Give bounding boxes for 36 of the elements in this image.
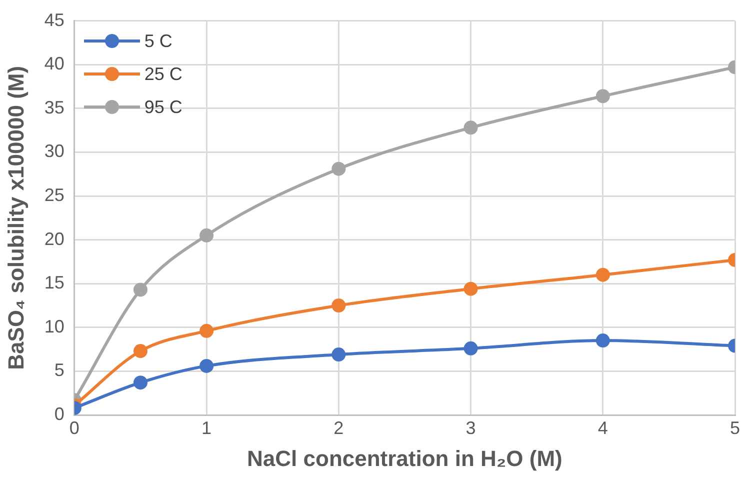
point [332,298,346,312]
x-axis-title: NaCl concentration in H₂O (M) [247,446,562,471]
y-axis-title: BaSO₄ solubility x100000 (M) [3,66,28,370]
point [596,89,610,104]
legend-label: 25 C [144,64,182,85]
y-tick-label: 10 [44,316,64,336]
point [596,268,610,282]
x-tick-label: 0 [69,418,80,438]
point [133,376,148,390]
x-tick-label: 1 [202,418,212,438]
point [332,348,346,362]
y-tick-label: 40 [44,54,64,74]
legend-label: 5 C [144,30,172,52]
legend-label: 95 C [144,96,182,118]
point [200,228,214,242]
x-tick-label: 2 [334,418,344,438]
x-tick-label: 5 [730,418,740,438]
y-tick-label: 15 [44,272,64,293]
y-tick-label: 5 [54,360,64,380]
point [464,282,478,296]
point [464,120,478,135]
point [200,324,214,338]
y-tick-label: 0 [54,404,64,424]
point [133,344,148,358]
point [464,341,478,356]
point [332,162,346,176]
point [133,282,148,297]
point [596,334,610,348]
y-tick-label: 20 [44,228,64,249]
y-tick-label: 35 [44,97,64,118]
y-tick-label: 25 [44,184,64,205]
x-tick-label: 3 [466,418,476,438]
x-tick-label: 4 [598,418,608,438]
point [200,358,214,373]
y-tick-label: 45 [44,10,64,30]
y-tick-label: 30 [44,141,64,162]
